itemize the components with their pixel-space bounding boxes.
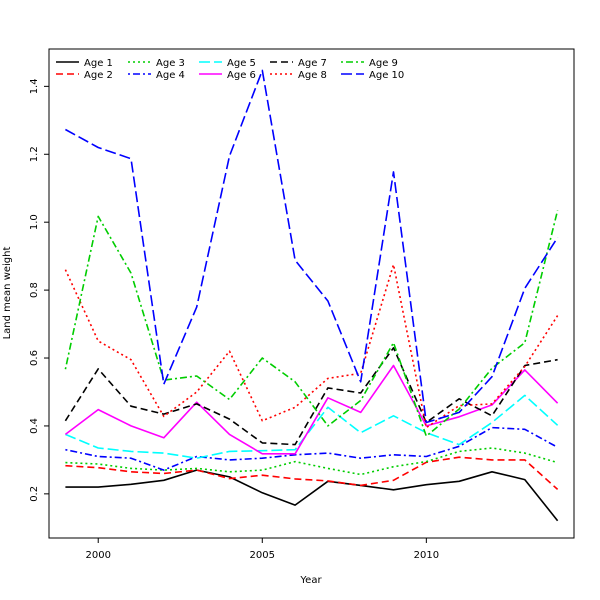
legend-label-age-5: Age 5 [227, 58, 256, 69]
series-line-age-5 [65, 394, 559, 460]
y-tick-label-0-8: 0.8 [29, 282, 40, 298]
plot-frame [48, 48, 575, 539]
x-axis: 2000 2005 2010 [85, 538, 439, 561]
series-line-age-8 [64, 263, 559, 429]
series-line-age-6 [64, 364, 559, 455]
y-tick-label-0-4: 0.4 [29, 418, 40, 434]
legend-label-age-8: Age 8 [298, 70, 327, 81]
legend-label-age-4: Age 4 [156, 70, 185, 81]
legend-label-age-2: Age 2 [84, 70, 113, 81]
series-line-age-1 [65, 469, 559, 522]
y-tick-label-1-4: 1.4 [29, 78, 40, 94]
y-tick-label-1-2: 1.2 [29, 146, 40, 162]
series-line-age-3 [65, 447, 558, 476]
legend-label-age-1: Age 1 [84, 58, 113, 69]
series-line-age-10 [65, 69, 559, 424]
legend-label-age-10: Age 10 [369, 70, 404, 81]
x-axis-title: Year [299, 575, 322, 586]
y-tick-label-0-2: 0.2 [29, 486, 40, 502]
y-axis-title: Land mean weight [2, 247, 13, 340]
y-tick-label-0-6: 0.6 [29, 350, 40, 366]
x-tick-label-2010: 2010 [414, 550, 439, 561]
legend-label-age-3: Age 3 [156, 58, 185, 69]
x-tick-label-2000: 2000 [85, 550, 110, 561]
series-layer [64, 69, 559, 522]
x-tick-label-2005: 2005 [250, 550, 275, 561]
legend-label-age-9: Age 9 [369, 58, 398, 69]
legend-label-age-7: Age 7 [298, 58, 327, 69]
legend-label-age-6: Age 6 [227, 70, 256, 81]
series-line-age-2 [65, 456, 559, 490]
y-tick-label-1: 1.0 [29, 214, 40, 230]
series-line-age-9 [64, 210, 559, 437]
y-axis: 0.2 0.4 0.6 0.8 1.0 1.2 1.4 [29, 78, 49, 502]
series-line-age-7 [64, 346, 558, 446]
series-line-age-4 [65, 426, 558, 471]
